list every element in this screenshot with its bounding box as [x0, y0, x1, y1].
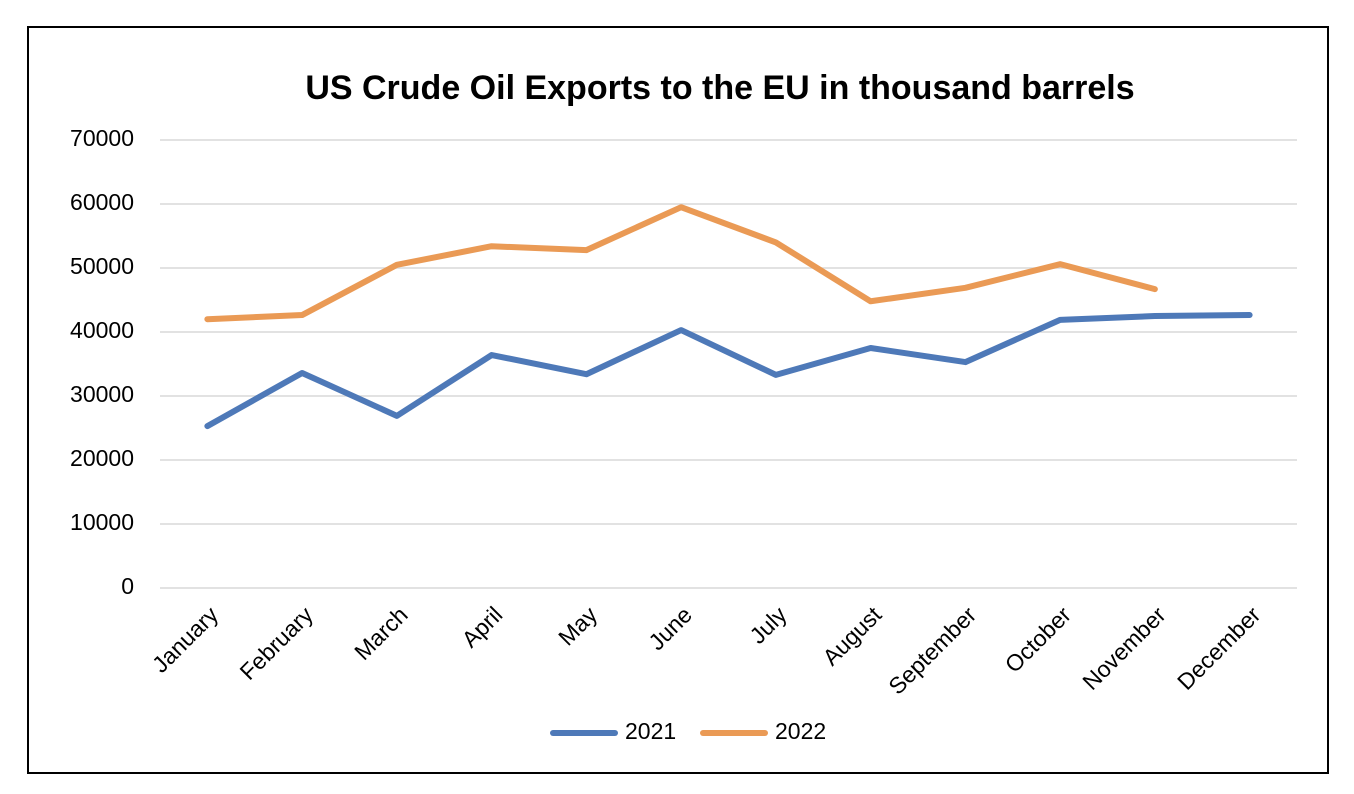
y-tick-label: 60000: [70, 189, 134, 215]
y-tick-label: 40000: [70, 317, 134, 343]
y-tick-label: 70000: [70, 125, 134, 151]
y-tick-label: 50000: [70, 253, 134, 279]
chart-border: [27, 26, 1329, 774]
legend-label: 2022: [775, 718, 826, 744]
series-line: [204, 312, 1253, 430]
y-tick-label: 10000: [70, 509, 134, 535]
y-tick-label: 30000: [70, 381, 134, 407]
legend-label: 2021: [625, 718, 676, 744]
y-tick-label: 20000: [70, 445, 134, 471]
y-tick-label: 0: [121, 573, 134, 599]
chart-title: US Crude Oil Exports to the EU in thousa…: [305, 69, 1134, 107]
series-line: [204, 204, 1158, 323]
